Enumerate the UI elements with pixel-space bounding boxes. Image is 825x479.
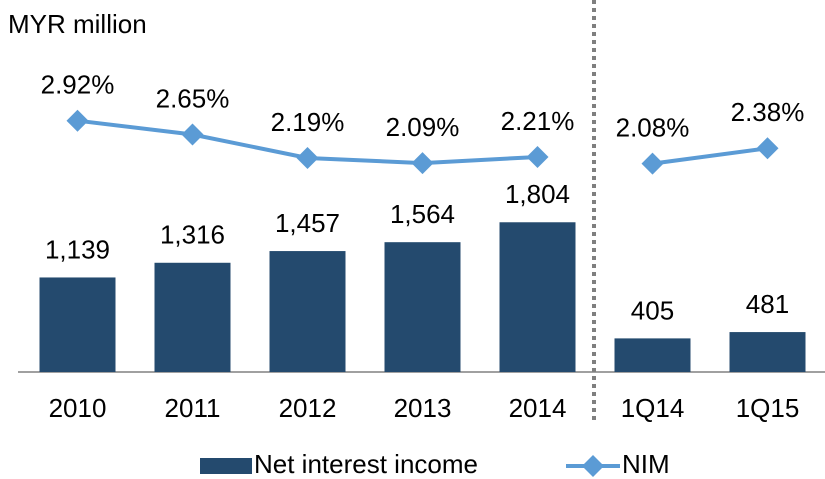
x-tick-label: 2014	[509, 393, 567, 423]
bar	[499, 222, 576, 372]
legend-label: Net interest income	[254, 449, 478, 479]
nim-value-label: 2.08%	[616, 112, 690, 142]
nim-value-label: 2.19%	[271, 107, 345, 137]
nim-marker	[756, 137, 779, 160]
nim-marker	[66, 109, 89, 132]
x-tick-label: 2010	[49, 393, 107, 423]
nim-marker	[181, 123, 204, 146]
legend-label: NIM	[622, 449, 670, 479]
nim-marker	[526, 145, 549, 168]
x-tick-label: 1Q15	[736, 393, 800, 423]
nim-value-label: 2.92%	[41, 70, 115, 100]
x-tick-label: 2011	[165, 393, 221, 423]
legend-marker	[582, 455, 604, 477]
bar	[384, 242, 461, 372]
bar	[269, 251, 346, 372]
x-tick-label: 2013	[394, 393, 452, 423]
bar-value-label: 1,139	[45, 234, 110, 264]
bar	[729, 332, 806, 372]
nim-value-label: 2.09%	[386, 112, 460, 142]
bar	[154, 262, 231, 372]
x-tick-label: 2012	[279, 393, 337, 423]
nim-marker	[641, 152, 664, 175]
nim-value-label: 2.21%	[501, 106, 575, 136]
legend-bar-swatch	[200, 458, 252, 474]
nim-marker	[296, 146, 319, 169]
bar-value-label: 1,457	[275, 208, 340, 238]
nim-line	[652, 146, 768, 166]
bar	[614, 338, 691, 372]
bar-value-label: 1,804	[505, 179, 570, 209]
bar-value-label: 405	[631, 295, 674, 325]
unit-annotation: MYR million	[8, 9, 147, 39]
nim-value-label: 2.65%	[156, 83, 230, 113]
nim-value-label: 2.38%	[731, 97, 805, 127]
bar-value-label: 1,564	[390, 199, 455, 229]
bar-value-label: 1,316	[160, 220, 225, 250]
x-tick-label: 1Q14	[621, 393, 685, 423]
nim-marker	[411, 152, 434, 175]
bar	[39, 277, 116, 372]
bar-value-label: 481	[746, 289, 789, 319]
